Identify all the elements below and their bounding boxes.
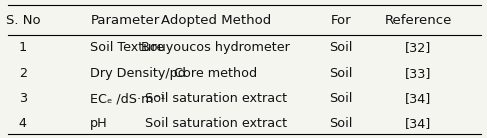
Text: Soil saturation extract: Soil saturation extract xyxy=(145,92,287,105)
Text: Soil saturation extract: Soil saturation extract xyxy=(145,117,287,130)
Text: Reference: Reference xyxy=(384,14,452,27)
Text: [33]: [33] xyxy=(405,67,431,80)
Text: Bouyoucos hydrometer: Bouyoucos hydrometer xyxy=(141,41,290,54)
Text: Parameter: Parameter xyxy=(91,14,160,27)
Text: [32]: [32] xyxy=(405,41,431,54)
Text: Soil: Soil xyxy=(329,41,353,54)
Text: Core method: Core method xyxy=(174,67,257,80)
Text: Soil: Soil xyxy=(329,67,353,80)
Text: [34]: [34] xyxy=(405,117,431,130)
Text: pH: pH xyxy=(91,117,108,130)
Text: Soil: Soil xyxy=(329,117,353,130)
Text: ECₑ /dS·m⁻¹: ECₑ /dS·m⁻¹ xyxy=(91,92,166,105)
Text: [34]: [34] xyxy=(405,92,431,105)
Text: 2: 2 xyxy=(19,67,27,80)
Text: Soil: Soil xyxy=(329,92,353,105)
Text: 3: 3 xyxy=(19,92,27,105)
Text: For: For xyxy=(331,14,351,27)
Text: Soil Texture: Soil Texture xyxy=(91,41,165,54)
Text: 1: 1 xyxy=(19,41,27,54)
Text: 4: 4 xyxy=(19,117,27,130)
Text: Adopted Method: Adopted Method xyxy=(161,14,271,27)
Text: Dry Density/pd: Dry Density/pd xyxy=(91,67,186,80)
Text: S. No: S. No xyxy=(5,14,40,27)
